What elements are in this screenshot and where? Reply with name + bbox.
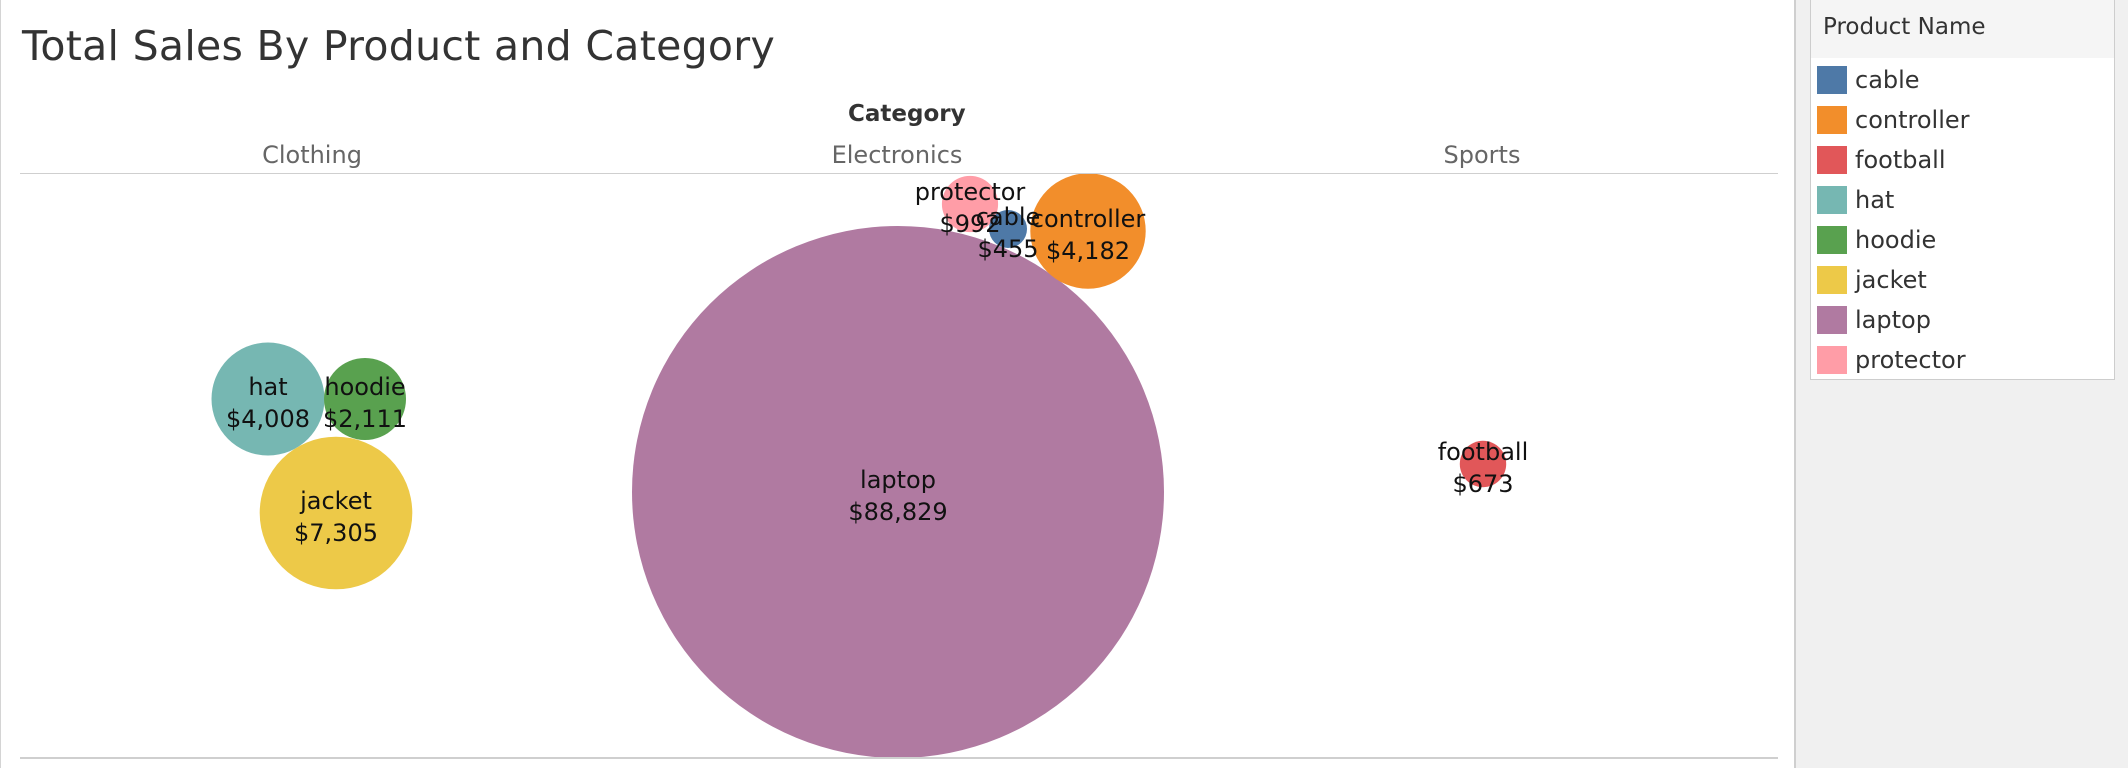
bottom-rule [20,757,1778,759]
legend-item-laptop[interactable]: laptop [1817,300,1970,340]
left-border [0,0,1,768]
legend-label-controller: controller [1855,106,1970,134]
bubble-cable[interactable] [989,210,1027,248]
bubble-label-name-hoodie: hoodie [324,373,405,401]
legend-item-jacket[interactable]: jacket [1817,260,1970,300]
legend-swatch-hoodie [1817,226,1847,254]
legend-item-protector[interactable]: protector [1817,340,1970,380]
bubble-football[interactable] [1459,440,1507,488]
legend-label-hoodie: hoodie [1855,226,1937,254]
bubble-label-value-cable: $455 [977,235,1038,263]
bubble-hoodie[interactable] [324,358,406,440]
bubble-hat[interactable] [211,342,325,456]
header-rule [20,173,1778,174]
bubble-label-name-football: football [1438,438,1529,466]
column-header-clothing: Clothing [262,141,362,169]
legend-label-laptop: laptop [1855,306,1931,334]
bubble-label-name-protector: protector [915,178,1026,206]
color-legend: Product Name cable controller football hat h… [1810,0,2115,380]
bubble-label-value-jacket: $7,305 [294,519,378,547]
legend-item-cable[interactable]: cable [1817,60,1970,100]
column-header-label: Category [848,101,966,127]
bubble-controller[interactable] [1030,174,1146,289]
bubble-label-name-laptop: laptop [860,466,936,494]
column-header-electronics: Electronics [831,141,963,169]
legend-item-hat[interactable]: hat [1817,180,1970,220]
bubble-label-value-hat: $4,008 [226,405,310,433]
bubble-label-name-cable: cable [976,203,1041,231]
legend-swatch-jacket [1817,266,1847,294]
bubble-protector[interactable] [941,175,999,233]
chart-panel: Total Sales By Product and Category Cate… [20,22,1778,759]
legend-header [1811,0,2114,58]
bubble-label-value-laptop: $88,829 [848,498,947,526]
legend-label-football: football [1855,146,1946,174]
legend-label-protector: protector [1855,346,1966,374]
bubble-label-value-protector: $992 [939,210,1000,238]
legend-label-jacket: jacket [1855,266,1927,294]
bubble-label-value-football: $673 [1452,470,1513,498]
column-header-sports: Sports [1443,141,1521,169]
legend-item-controller[interactable]: controller [1817,100,1970,140]
bubble-label-name-hat: hat [248,373,287,401]
bubble-jacket[interactable] [259,436,413,590]
legend-swatch-controller [1817,106,1847,134]
legend-label-hat: hat [1855,186,1895,214]
legend-swatch-laptop [1817,306,1847,334]
legend-swatch-hat [1817,186,1847,214]
bubble-label-value-controller: $4,182 [1046,237,1130,265]
bubble-plot: laptop $88,829 jacket $7,305 controller $4,18… [211,174,1529,757]
bubble-laptop[interactable] [632,226,1164,757]
legend-title: Product Name [1823,14,1986,40]
legend-list: cable controller football hat hoodie jacket la… [1817,60,1970,380]
legend-label-cable: cable [1855,66,1920,94]
legend-swatch-football [1817,146,1847,174]
chart-title: Total Sales By Product and Category [22,22,776,70]
legend-swatch-cable [1817,66,1847,94]
legend-item-football[interactable]: football [1817,140,1970,180]
legend-swatch-protector [1817,346,1847,374]
bubble-label-name-controller: controller [1031,205,1146,233]
bubble-label-value-hoodie: $2,111 [323,405,407,433]
bubble-label-name-jacket: jacket [299,487,372,515]
panel-divider [1794,0,1796,768]
legend-item-hoodie[interactable]: hoodie [1817,220,1970,260]
